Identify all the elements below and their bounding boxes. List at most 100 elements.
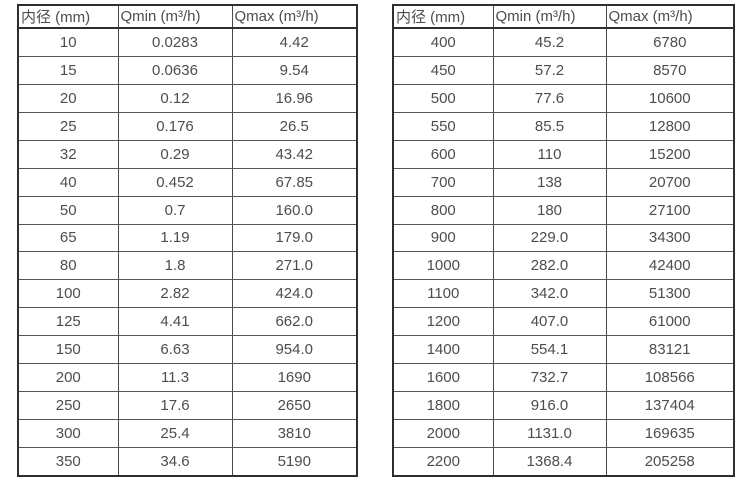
table-cell: 57.2 xyxy=(492,56,607,86)
table-cell: 5190 xyxy=(231,446,358,477)
column-header: Qmin (m³/h) xyxy=(492,4,607,29)
table-cell: 80 xyxy=(17,251,119,281)
table-row: 65 1.19 179.0 xyxy=(17,223,358,253)
table-cell: 1800 xyxy=(392,390,494,420)
table-row: 600 110 15200 xyxy=(392,139,735,169)
table-row: 700 138 20700 xyxy=(392,167,735,197)
table-cell: 9.54 xyxy=(231,56,358,86)
table-cell: 27100 xyxy=(605,195,735,225)
table-cell: 732.7 xyxy=(492,362,607,392)
table-cell: 800 xyxy=(392,195,494,225)
table-cell: 50 xyxy=(17,195,119,225)
header-row: 内径 (mm) Qmin (m³/h) Qmax (m³/h) xyxy=(392,4,735,29)
table-row: 1100 342.0 51300 xyxy=(392,279,735,309)
table-cell: 0.452 xyxy=(117,167,233,197)
table-row: 550 85.5 12800 xyxy=(392,111,735,141)
table-cell: 2200 xyxy=(392,446,494,477)
table-body: 10 0.0283 4.42 15 0.0636 9.54 20 0.12 16.96 25 0.1… xyxy=(17,27,358,477)
table-row: 15 0.0636 9.54 xyxy=(17,56,358,86)
table-cell: 125 xyxy=(17,307,119,337)
table-cell: 1000 xyxy=(392,251,494,281)
table-cell: 65 xyxy=(17,223,119,253)
table-cell: 180 xyxy=(492,195,607,225)
table-row: 200 11.3 1690 xyxy=(17,362,358,392)
table-row: 125 4.41 662.0 xyxy=(17,307,358,337)
table-row: 50 0.7 160.0 xyxy=(17,195,358,225)
table-cell: 160.0 xyxy=(231,195,358,225)
table-cell: 169635 xyxy=(605,418,735,448)
table-row: 32 0.29 43.42 xyxy=(17,139,358,169)
table-cell: 179.0 xyxy=(231,223,358,253)
table-cell: 229.0 xyxy=(492,223,607,253)
table-row: 40 0.452 67.85 xyxy=(17,167,358,197)
table-cell: 2.82 xyxy=(117,279,233,309)
table-cell: 77.6 xyxy=(492,84,607,113)
header-row: 内径 (mm) Qmin (m³/h) Qmax (m³/h) xyxy=(17,4,358,29)
table-cell: 25.4 xyxy=(117,418,233,448)
table-cell: 0.0283 xyxy=(117,27,233,58)
table-cell: 0.0636 xyxy=(117,56,233,86)
table-cell: 4.42 xyxy=(231,27,358,58)
table-cell: 10600 xyxy=(605,84,735,113)
table-cell: 3810 xyxy=(231,418,358,448)
table-cell: 20700 xyxy=(605,167,735,197)
table-cell: 45.2 xyxy=(492,27,607,58)
table-cell: 26.5 xyxy=(231,111,358,141)
table-cell: 1.19 xyxy=(117,223,233,253)
table-cell: 550 xyxy=(392,111,494,141)
table-cell: 12800 xyxy=(605,111,735,141)
table-cell: 4.41 xyxy=(117,307,233,337)
table-header-row: 内径 (mm) Qmin (m³/h) Qmax (m³/h) xyxy=(17,4,358,29)
table-row: 100 2.82 424.0 xyxy=(17,279,358,309)
table-cell: 10 xyxy=(17,27,119,58)
column-header: 内径 (mm) xyxy=(17,4,119,29)
table-cell: 900 xyxy=(392,223,494,253)
table-cell: 83121 xyxy=(605,335,735,364)
column-header: Qmax (m³/h) xyxy=(231,4,358,29)
table-cell: 662.0 xyxy=(231,307,358,337)
table-row: 1400 554.1 83121 xyxy=(392,335,735,364)
table-row: 450 57.2 8570 xyxy=(392,56,735,86)
table-cell: 916.0 xyxy=(492,390,607,420)
table-row: 25 0.176 26.5 xyxy=(17,111,358,141)
table-cell: 61000 xyxy=(605,307,735,337)
table-cell: 424.0 xyxy=(231,279,358,309)
table-cell: 85.5 xyxy=(492,111,607,141)
table-cell: 600 xyxy=(392,139,494,169)
column-header: Qmax (m³/h) xyxy=(605,4,735,29)
table-cell: 0.29 xyxy=(117,139,233,169)
table-cell: 108566 xyxy=(605,362,735,392)
table-row: 1600 732.7 108566 xyxy=(392,362,735,392)
table-cell: 1200 xyxy=(392,307,494,337)
spec-table-large-diameters: 内径 (mm) Qmin (m³/h) Qmax (m³/h) 400 45.2 678… xyxy=(392,4,735,477)
table-row: 500 77.6 10600 xyxy=(392,84,735,113)
table-cell: 137404 xyxy=(605,390,735,420)
table-cell: 300 xyxy=(17,418,119,448)
table-cell: 1131.0 xyxy=(492,418,607,448)
table-cell: 450 xyxy=(392,56,494,86)
spec-table-small-diameters: 内径 (mm) Qmin (m³/h) Qmax (m³/h) 10 0.0283 4.… xyxy=(17,4,358,477)
table-row: 150 6.63 954.0 xyxy=(17,335,358,364)
table-row: 1200 407.0 61000 xyxy=(392,307,735,337)
column-header: Qmin (m³/h) xyxy=(117,4,233,29)
table-cell: 43.42 xyxy=(231,139,358,169)
table-cell: 282.0 xyxy=(492,251,607,281)
table-cell: 138 xyxy=(492,167,607,197)
table-cell: 1400 xyxy=(392,335,494,364)
table-cell: 20 xyxy=(17,84,119,113)
table-cell: 554.1 xyxy=(492,335,607,364)
table-cell: 1690 xyxy=(231,362,358,392)
table-cell: 34300 xyxy=(605,223,735,253)
table-cell: 0.7 xyxy=(117,195,233,225)
table-cell: 16.96 xyxy=(231,84,358,113)
table-row: 350 34.6 5190 xyxy=(17,446,358,477)
table-cell: 954.0 xyxy=(231,335,358,364)
table-cell: 42400 xyxy=(605,251,735,281)
table-cell: 34.6 xyxy=(117,446,233,477)
table-cell: 700 xyxy=(392,167,494,197)
table-row: 2000 1131.0 169635 xyxy=(392,418,735,448)
table-cell: 342.0 xyxy=(492,279,607,309)
table-row: 2200 1368.4 205258 xyxy=(392,446,735,477)
table-cell: 51300 xyxy=(605,279,735,309)
table-cell: 15 xyxy=(17,56,119,86)
